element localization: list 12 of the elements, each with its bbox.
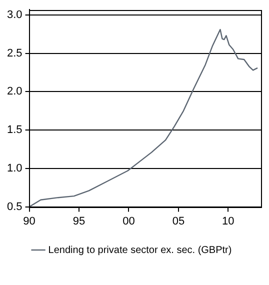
x-tick-label: 05: [172, 215, 185, 228]
x-tick-label: 10: [222, 215, 234, 228]
y-tick-label: 2.0: [6, 86, 22, 98]
y-tick-label: 3.0: [6, 9, 22, 21]
y-tick-label: 1.0: [6, 162, 22, 174]
y-tick-label: 1.5: [6, 124, 22, 136]
y-tick-label: 0.5: [6, 200, 22, 213]
x-tick-label: 00: [122, 215, 135, 228]
y-tick-label: 2.5: [6, 47, 22, 60]
legend-label: Lending to private sector ex. sec. (GBPtr): [48, 244, 232, 256]
x-tick-label: 90: [23, 215, 36, 228]
x-tick-label: 95: [72, 215, 86, 228]
